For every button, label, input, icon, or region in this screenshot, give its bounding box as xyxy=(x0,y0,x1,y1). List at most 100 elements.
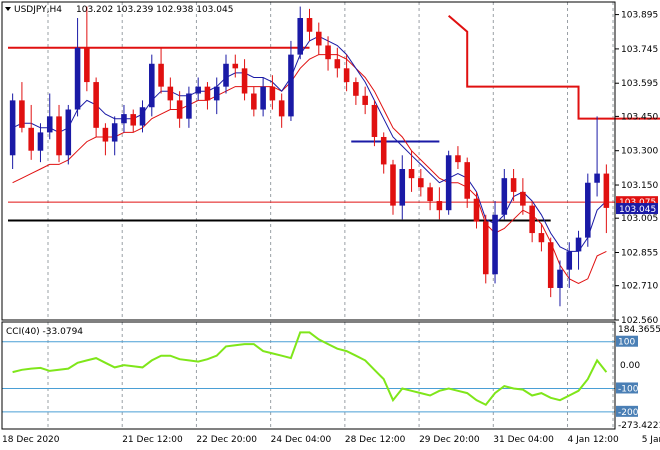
bearish-candle xyxy=(353,82,359,96)
bullish-candle xyxy=(585,182,591,238)
bearish-candle xyxy=(130,114,137,126)
bullish-candle xyxy=(213,86,220,101)
bearish-candle xyxy=(547,242,554,288)
bullish-candle xyxy=(288,54,294,117)
chart-header: USDJPY,H4 103.202 103.239 102.938 103.04… xyxy=(5,5,233,15)
bearish-candle xyxy=(93,82,99,128)
symbol-label: USDJPY,H4 xyxy=(14,5,62,15)
bearish-candle xyxy=(538,233,545,243)
fast-moving-average xyxy=(12,35,607,252)
price-tick-label: 103.895 xyxy=(621,11,658,21)
bearish-candle xyxy=(176,100,183,119)
horizontal-lines xyxy=(8,46,615,222)
moving-averages xyxy=(12,35,607,284)
bullish-candle xyxy=(575,237,582,252)
bullish-candle xyxy=(111,123,118,142)
bullish-candle xyxy=(139,107,146,126)
bullish-candle xyxy=(186,93,192,119)
bullish-candle xyxy=(566,251,573,270)
cci-level-tag: -200 xyxy=(618,408,639,418)
resistance-step-line xyxy=(448,14,660,120)
cci-level-tag: 100 xyxy=(618,338,635,348)
time-axis: 18 Dec 2020 21 Dec 12:00 22 Dec 20:00 24 De… xyxy=(2,435,660,445)
time-label: 24 Dec 04:00 xyxy=(271,435,332,445)
time-label: 21 Dec 12:00 xyxy=(122,435,183,445)
cci-line xyxy=(12,331,608,407)
time-label: 4 Jan 12:00 xyxy=(568,435,620,445)
price-tick-label: 103.450 xyxy=(621,112,658,122)
cci-level-tag: 0.00 xyxy=(620,361,640,371)
bearish-candle xyxy=(306,18,313,32)
candlesticks xyxy=(9,6,610,307)
bearish-candle xyxy=(84,47,90,83)
cci-panel-frame xyxy=(1,321,616,430)
price-tick-label: 103.150 xyxy=(621,181,658,191)
bearish-candle xyxy=(278,100,285,117)
bearish-candle xyxy=(334,59,341,69)
bearish-candle xyxy=(436,201,443,211)
bullish-candle xyxy=(594,173,600,183)
bearish-candle xyxy=(408,169,415,179)
bullish-candle xyxy=(9,100,16,156)
bullish-candle xyxy=(260,86,266,110)
bullish-candle xyxy=(297,18,304,55)
time-label: 5 Jan 20:00 xyxy=(642,435,660,445)
bearish-candle xyxy=(362,95,368,105)
price-tags: 103.075103.045 xyxy=(616,196,658,215)
step-line xyxy=(448,14,660,120)
cci-level-tag-bg xyxy=(616,405,638,417)
bullish-candle xyxy=(121,114,127,124)
cci-scale-max: 184.3655 xyxy=(618,325,660,335)
time-label: 18 Dec 2020 xyxy=(2,435,60,445)
bearish-candle xyxy=(371,104,378,137)
cci-label: CCI(40) -33.0794 xyxy=(6,327,83,337)
bullish-candle xyxy=(74,47,81,110)
bearish-candle xyxy=(232,63,239,69)
bearish-candle xyxy=(269,86,276,101)
cci-indicator xyxy=(2,331,615,413)
time-label: 28 Dec 12:00 xyxy=(345,435,406,445)
cci-level-tag-bg xyxy=(616,335,638,347)
bearish-candle xyxy=(464,162,470,199)
cci-level-tag: -100 xyxy=(618,384,639,394)
price-tick-label: 103.300 xyxy=(621,147,658,157)
bearish-candle xyxy=(56,116,62,156)
price-tick-label: 102.855 xyxy=(621,249,658,259)
bearish-candle xyxy=(510,178,517,192)
bearish-candle xyxy=(520,191,526,206)
bullish-candle xyxy=(399,169,406,206)
bearish-candle xyxy=(390,164,396,206)
bearish-candle xyxy=(28,127,34,151)
price-tick-label: 102.710 xyxy=(621,282,658,292)
price-tick-label: 103.595 xyxy=(621,79,658,89)
bearish-candle xyxy=(251,93,257,110)
bearish-candle xyxy=(473,198,480,222)
bullish-candle xyxy=(492,214,498,275)
bearish-candle xyxy=(167,86,174,101)
price-axis: 103.895 103.745 103.595 103.450 103.300 103.1… xyxy=(615,11,658,326)
bearish-candle xyxy=(482,221,489,275)
bearish-candle xyxy=(325,45,331,60)
bearish-candle xyxy=(380,136,387,165)
bullish-candle xyxy=(195,86,201,94)
price-tick-label: 103.005 xyxy=(621,214,658,224)
bullish-candle xyxy=(501,178,508,215)
bearish-candle xyxy=(418,178,424,188)
price-tick-label: 102.560 xyxy=(621,316,658,326)
bullish-candle xyxy=(65,109,72,156)
bullish-candle xyxy=(223,63,229,87)
price-tag-bg xyxy=(616,196,658,208)
bearish-candle xyxy=(529,205,535,234)
price-panel-frame xyxy=(1,1,616,321)
time-label: 29 Dec 20:00 xyxy=(419,435,480,445)
bearish-candle xyxy=(427,187,433,202)
bearish-candle xyxy=(315,31,322,46)
bullish-candle xyxy=(445,155,452,211)
bearish-candle xyxy=(102,127,109,142)
grid xyxy=(47,2,614,429)
cci-scale-min: -273.4221 xyxy=(618,421,660,431)
bearish-candle xyxy=(241,68,248,94)
dropdown-arrow-icon[interactable] xyxy=(5,7,11,11)
cci-level-tags: 100 0.00 -100 -200 xyxy=(616,335,640,418)
